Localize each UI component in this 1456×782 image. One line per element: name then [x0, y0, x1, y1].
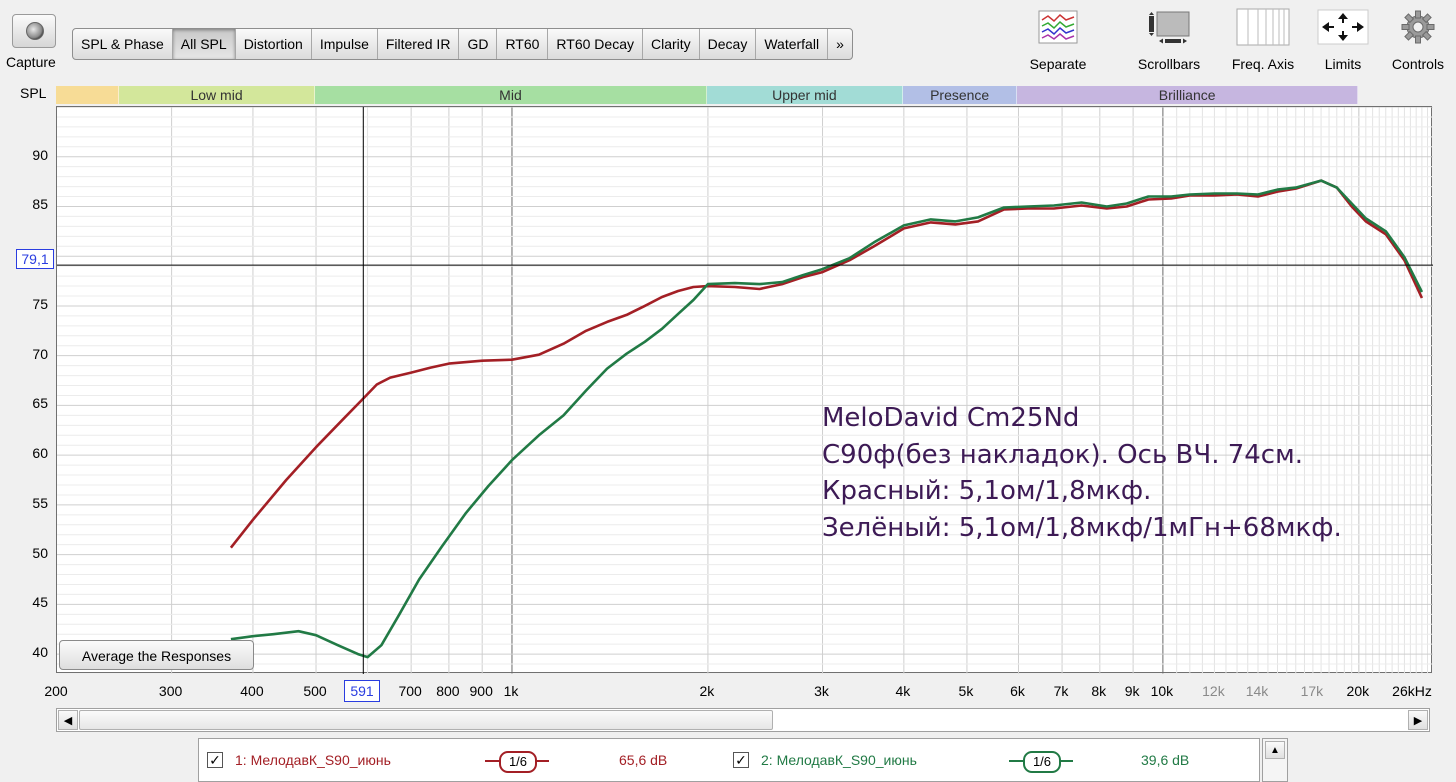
x-tick-label: 17k — [1300, 683, 1324, 699]
tab-waterfall[interactable]: Waterfall — [756, 29, 829, 59]
x-tick-label: 200 — [44, 683, 68, 699]
view-tabs: SPL & Phase All SPL Distortion Impulse F… — [72, 28, 853, 60]
freq-axis-button[interactable]: Freq. Axis — [1222, 8, 1304, 78]
gear-icon — [1384, 8, 1452, 46]
x-tick-label: 20k — [1346, 683, 1370, 699]
camera-icon — [12, 14, 56, 48]
x-tick-label: 10k — [1150, 683, 1174, 699]
y-tick-label: 50 — [32, 544, 48, 561]
scroll-up-icon[interactable]: ▲ — [1265, 741, 1285, 759]
limits-label: Limits — [1324, 56, 1362, 72]
measurement-2-checkbox[interactable]: ✓ — [733, 752, 749, 768]
tab-distortion[interactable]: Distortion — [236, 29, 312, 59]
x-tick-label: 400 — [240, 683, 264, 699]
measurement-1-smoothing[interactable]: 1/6 — [485, 751, 549, 773]
y-tick-label: 70 — [32, 345, 48, 362]
measurement-2-smoothing-label: 1/6 — [1023, 751, 1061, 773]
spl-axis-label: SPL — [20, 85, 47, 101]
capture-label: Capture — [6, 54, 56, 70]
spl-graph[interactable] — [56, 106, 1433, 674]
scroll-right-icon[interactable]: ▶ — [1408, 710, 1428, 730]
annotation-line: C90ф(без накладок). Ось ВЧ. 74см. — [822, 439, 1303, 470]
legend-scrollbar[interactable]: ▲ — [1262, 738, 1288, 782]
x-tick-label: 14k — [1245, 683, 1269, 699]
scrollbars-icon — [1128, 8, 1210, 46]
measurement-1-smoothing-label: 1/6 — [499, 751, 537, 773]
tab-spl-phase[interactable]: SPL & Phase — [73, 29, 173, 59]
tab-more[interactable]: » — [836, 36, 844, 52]
x-tick-label: 12k — [1202, 683, 1225, 699]
x-tick-label: 7k — [1053, 683, 1069, 699]
x-tick-label: 300 — [158, 683, 183, 699]
frequency-band: Low mid — [119, 86, 316, 104]
x-tick-label: 2k — [699, 683, 715, 699]
x-tick-label: 26kHz — [1392, 683, 1432, 699]
y-tick-label: 90 — [32, 146, 48, 163]
frequency-band: Upper mid — [706, 86, 903, 104]
x-tick-label: 6k — [1010, 683, 1025, 699]
series-line-1 — [229, 179, 1424, 549]
annotation-line: MeloDavid Cm25Nd — [822, 403, 1080, 433]
scroll-left-icon[interactable]: ◀ — [58, 710, 78, 730]
tab-impulse[interactable]: Impulse — [312, 29, 378, 59]
x-tick-label: 4k — [895, 683, 911, 699]
series-line-2 — [230, 179, 1424, 659]
horizontal-scrollbar[interactable]: ◀ ▶ — [56, 708, 1430, 732]
controls-label: Controls — [1391, 56, 1445, 72]
graph-annotation: MeloDavid Cm25Nd C90ф(без накладок). Ось… — [822, 400, 1342, 546]
tab-decay[interactable]: Decay — [700, 29, 757, 59]
y-tick-label: 75 — [32, 295, 48, 312]
average-responses-button[interactable]: Average the Responses — [59, 640, 254, 670]
y-tick-label: 40 — [32, 644, 48, 661]
y-tick-label: 55 — [32, 494, 48, 511]
limits-button[interactable]: Limits — [1312, 8, 1374, 78]
x-tick-label: 1k — [503, 683, 519, 699]
measurement-legend: ✓ 1: МелодавК_S90_июнь 1/6 65,6 dB ✓ 2: … — [198, 738, 1260, 782]
x-tick-label: 9k — [1124, 683, 1140, 699]
measurement-2-name: 2: МелодавК_S90_июнь — [761, 752, 917, 768]
y-tick-label: 65 — [32, 395, 48, 412]
annotation-line: Зелёный: 5,1ом/1,8мкф/1мГн+68мкф. — [822, 512, 1342, 543]
x-tick-label: 3k — [814, 683, 829, 699]
frequency-band — [56, 86, 120, 104]
tab-all-spl[interactable]: All SPL — [172, 29, 236, 59]
measurement-2-value: 39,6 dB — [1141, 752, 1190, 768]
spl-graph-canvas[interactable] — [57, 107, 1433, 674]
measurement-1-checkbox[interactable]: ✓ — [207, 752, 223, 768]
frequency-band: Mid — [315, 86, 707, 104]
x-tick-label: 900 — [469, 683, 493, 699]
y-tick-label: 85 — [32, 196, 48, 213]
x-tick-label: 800 — [436, 683, 460, 699]
freq-axis-icon — [1222, 8, 1304, 46]
y-tick-label: 60 — [32, 445, 48, 462]
freq-axis-label: Freq. Axis — [1231, 56, 1295, 72]
tab-rt60-decay[interactable]: RT60 Decay — [548, 29, 643, 59]
separate-icon — [1020, 8, 1096, 46]
separate-button[interactable]: Separate — [1020, 8, 1096, 78]
x-tick-label: 5k — [958, 683, 974, 699]
measurement-1-value: 65,6 dB — [619, 752, 668, 768]
separate-label: Separate — [1029, 56, 1087, 72]
x-tick-label: 500 — [303, 683, 327, 699]
y-tick-label: 45 — [32, 594, 48, 611]
frequency-band: Presence — [902, 86, 1018, 104]
annotation-line: Красный: 5,1ом/1,8мкф. — [822, 476, 1152, 506]
capture-button[interactable]: Capture — [0, 0, 70, 78]
scrollbars-button[interactable]: Scrollbars — [1128, 8, 1210, 78]
controls-button[interactable]: Controls — [1384, 8, 1452, 78]
x-tick-label: 700 — [398, 683, 422, 699]
cursor-y-readout: 79,1 — [16, 249, 54, 269]
scrollbars-label: Scrollbars — [1137, 56, 1201, 72]
tab-filtered-ir[interactable]: Filtered IR — [378, 29, 460, 59]
tab-rt60[interactable]: RT60 — [497, 29, 549, 59]
limits-icon — [1312, 8, 1374, 46]
measurement-2-smoothing[interactable]: 1/6 — [1009, 751, 1073, 773]
scrollbar-thumb[interactable] — [79, 710, 773, 730]
cursor-x-readout: 591 — [344, 680, 380, 702]
frequency-band: Brilliance — [1017, 86, 1358, 104]
measurement-1-name: 1: МелодавК_S90_июнь — [235, 752, 391, 768]
tab-clarity[interactable]: Clarity — [643, 29, 700, 59]
x-tick-label: 8k — [1091, 683, 1107, 699]
tab-gd[interactable]: GD — [459, 29, 498, 59]
